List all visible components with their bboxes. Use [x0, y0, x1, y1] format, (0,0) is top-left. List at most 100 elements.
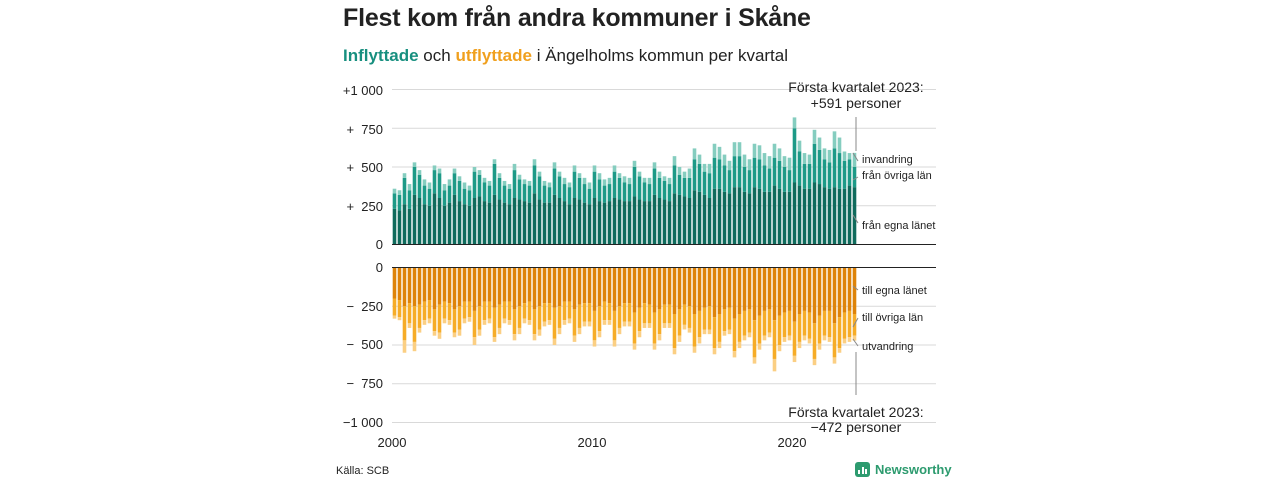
inflow-immigration-bar-30: [542, 180, 547, 186]
outflow-own-bar-91: [847, 267, 852, 311]
inflow-other-bar-86: [822, 159, 827, 188]
chart-subtitle: Inflyttade och utflyttade i Ängelholms k…: [343, 46, 788, 66]
inflow-other-bar-92: [852, 167, 857, 188]
outflow-emigration-bar-47: [627, 321, 632, 327]
outflow-own-bar-38: [582, 267, 587, 304]
outflow-other-bar-19: [487, 301, 492, 319]
outflow-other-bar-42: [602, 301, 607, 321]
inflow-immigration-bar-82: [802, 153, 807, 164]
outflow-emigration-bar-4: [412, 341, 417, 352]
outflow-own-bar-17: [477, 267, 482, 307]
inflow-immigration-bar-73: [757, 145, 762, 160]
outflow-emigration-bar-28: [532, 334, 537, 341]
inflow-other-bar-31: [547, 187, 552, 203]
inflow-immigration-bar-29: [537, 171, 542, 177]
inflow-immigration-bar-33: [557, 171, 562, 177]
inflow-own-bar-52: [652, 194, 657, 245]
subtitle-outflows-word: utflyttade: [455, 46, 532, 65]
outflow-other-bar-82: [802, 310, 807, 336]
subtitle-inflows-word: Inflyttade: [343, 46, 419, 65]
inflow-other-bar-32: [552, 168, 557, 195]
inflow-own-bar-43: [607, 201, 612, 245]
inflow-immigration-bar-56: [672, 156, 677, 166]
outflow-other-bar-1: [397, 300, 402, 318]
outflow-other-bar-72: [752, 320, 757, 358]
inflow-immigration-bar-11: [447, 179, 452, 186]
inflow-immigration-bar-88: [832, 131, 837, 149]
inflow-other-bar-4: [412, 167, 417, 195]
inflow-immigration-bar-62: [702, 163, 707, 172]
outflow-own-bar-56: [672, 267, 677, 314]
outflow-emigration-bar-59: [687, 327, 692, 333]
annotation-bottom-line1: Första kvartalet 2023:: [788, 404, 923, 420]
inflow-immigration-bar-25: [517, 174, 522, 180]
outflow-own-bar-8: [432, 267, 437, 310]
inflow-own-bar-42: [602, 202, 607, 245]
outflow-own-bar-18: [482, 267, 487, 302]
inflow-immigration-bar-6: [422, 179, 427, 186]
gridlines: [392, 89, 936, 423]
outflow-other-bar-41: [597, 306, 602, 332]
outflow-other-bar-78: [782, 312, 787, 338]
inflow-immigration-bar-4: [412, 162, 417, 167]
outflow-emigration-bar-29: [537, 329, 542, 336]
inflow-own-bar-26: [522, 201, 527, 245]
inflow-immigration-bar-76: [772, 143, 777, 158]
outflow-own-bar-60: [692, 267, 697, 314]
inflow-immigration-bar-57: [677, 167, 682, 175]
inflow-immigration-bar-37: [577, 173, 582, 178]
outflow-own-bar-90: [842, 267, 847, 313]
outflow-other-bar-62: [702, 307, 707, 330]
inflow-other-bar-10: [442, 190, 447, 206]
brand-logo[interactable]: Newsworthy: [855, 462, 952, 477]
outflow-other-bar-64: [712, 317, 717, 349]
inflow-immigration-bar-14: [462, 182, 467, 189]
inflow-other-bar-56: [672, 165, 677, 194]
source-note: Källa: SCB: [336, 465, 390, 477]
inflow-other-bar-72: [752, 157, 757, 188]
inflow-immigration-bar-85: [817, 137, 822, 150]
inflow-own-bar-56: [672, 193, 677, 245]
outflow-other-bar-13: [457, 306, 462, 330]
inflow-immigration-bar-26: [522, 179, 527, 185]
y-tick-in-750: + 750: [346, 122, 383, 137]
inflow-immigration-bar-65: [717, 146, 722, 160]
inflow-own-bar-57: [677, 194, 682, 245]
inflow-immigration-bar-53: [657, 171, 662, 178]
y-tick-in-0: 0: [376, 237, 383, 252]
outflow-other-bar-11: [447, 303, 452, 321]
outflow-own-bar-36: [572, 267, 577, 310]
outflow-other-bar-45: [617, 306, 622, 328]
outflow-other-bar-10: [442, 301, 447, 319]
inflow-own-bar-68: [732, 187, 737, 245]
inflow-immigration-bar-83: [807, 154, 812, 164]
inflow-own-bar-80: [792, 182, 797, 245]
inflow-other-bar-3: [407, 190, 412, 209]
inflow-other-bar-55: [667, 184, 672, 202]
inflow-other-bar-90: [842, 160, 847, 189]
y-tick-out-500: − 500: [346, 337, 383, 352]
outflow-other-bar-49: [637, 307, 642, 332]
outflow-emigration-bar-76: [772, 358, 777, 372]
outflow-own-bar-23: [507, 267, 512, 302]
outflow-other-bar-61: [697, 310, 702, 338]
newsworthy-icon: [855, 462, 870, 477]
outflow-emigration-bar-8: [432, 331, 437, 336]
outflow-own-bar-19: [487, 267, 492, 302]
inflow-own-bar-58: [682, 196, 687, 245]
inflow-immigration-bar-70: [742, 154, 747, 167]
inflow-other-bar-63: [707, 173, 712, 198]
outflow-other-bar-48: [632, 312, 637, 344]
inflow-own-bar-25: [517, 199, 522, 245]
outflow-own-bar-55: [667, 267, 672, 305]
outflow-emigration-bar-22: [502, 318, 507, 324]
outflow-own-bar-58: [682, 267, 687, 305]
inflow-other-bar-16: [472, 171, 477, 198]
outflow-emigration-bar-61: [697, 337, 702, 344]
inflow-other-bar-30: [542, 185, 547, 203]
outflow-own-bar-32: [552, 267, 557, 308]
inflow-other-bar-15: [467, 190, 472, 206]
inflow-immigration-bar-38: [582, 177, 587, 185]
outflow-other-bar-24: [512, 309, 517, 335]
inflow-immigration-bar-46: [622, 176, 627, 183]
